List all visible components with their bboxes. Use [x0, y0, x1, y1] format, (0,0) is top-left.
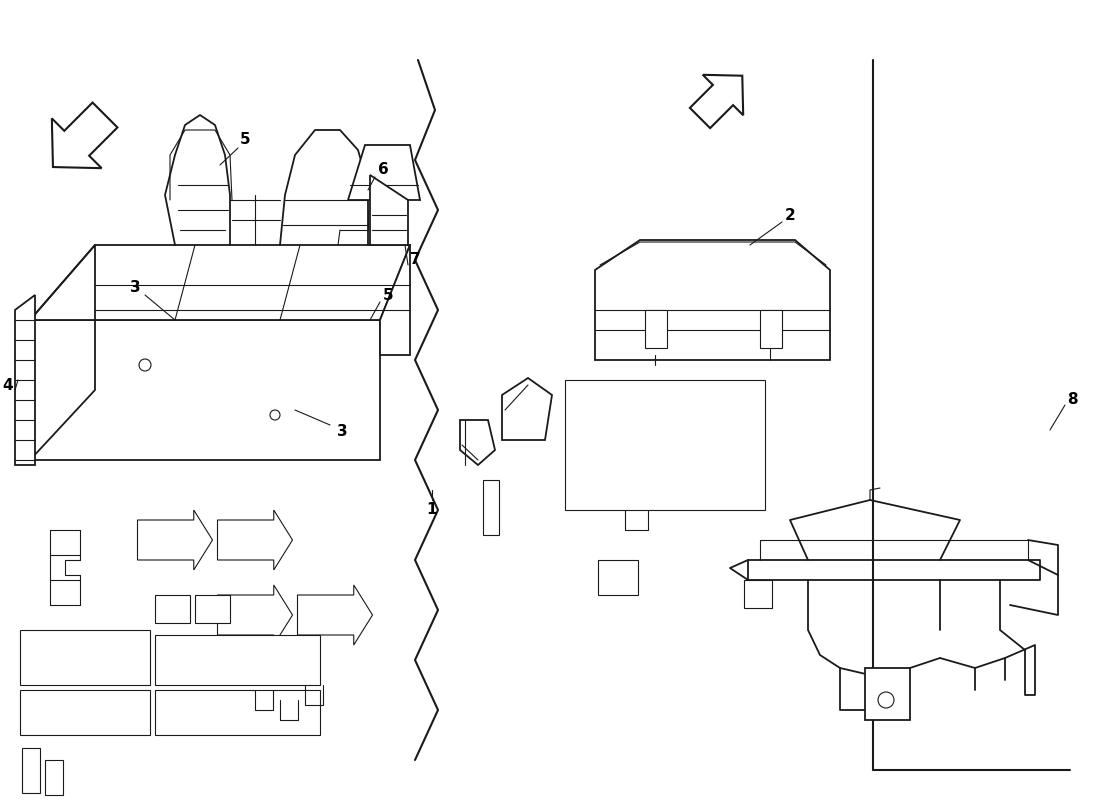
Polygon shape: [195, 595, 230, 623]
Polygon shape: [379, 245, 410, 355]
Polygon shape: [218, 510, 293, 570]
Polygon shape: [155, 635, 320, 685]
Polygon shape: [595, 240, 830, 360]
Polygon shape: [45, 760, 63, 795]
Text: 8: 8: [1067, 393, 1077, 407]
Text: 5: 5: [383, 287, 394, 302]
Text: 1: 1: [427, 502, 438, 518]
Polygon shape: [138, 510, 212, 570]
Polygon shape: [155, 690, 320, 735]
Polygon shape: [348, 145, 420, 200]
Polygon shape: [502, 378, 552, 440]
Polygon shape: [22, 748, 40, 793]
Polygon shape: [565, 380, 764, 510]
Polygon shape: [483, 480, 499, 535]
Polygon shape: [15, 295, 35, 465]
Polygon shape: [20, 630, 150, 685]
Polygon shape: [744, 580, 772, 608]
Polygon shape: [52, 102, 118, 168]
Polygon shape: [760, 310, 782, 348]
Polygon shape: [297, 585, 373, 645]
Text: 3: 3: [337, 425, 348, 439]
Text: 6: 6: [377, 162, 388, 178]
Polygon shape: [30, 320, 379, 460]
Polygon shape: [370, 175, 408, 245]
Text: 4: 4: [2, 378, 13, 393]
Polygon shape: [460, 420, 495, 465]
Text: 2: 2: [784, 207, 795, 222]
Polygon shape: [20, 690, 150, 735]
Polygon shape: [155, 595, 190, 623]
Polygon shape: [690, 74, 744, 128]
Polygon shape: [30, 245, 410, 320]
Text: 7: 7: [409, 253, 420, 267]
Polygon shape: [598, 560, 638, 595]
Text: 3: 3: [130, 281, 141, 295]
Text: 5: 5: [240, 133, 251, 147]
Polygon shape: [645, 310, 667, 348]
Polygon shape: [218, 585, 293, 645]
Polygon shape: [865, 668, 910, 720]
